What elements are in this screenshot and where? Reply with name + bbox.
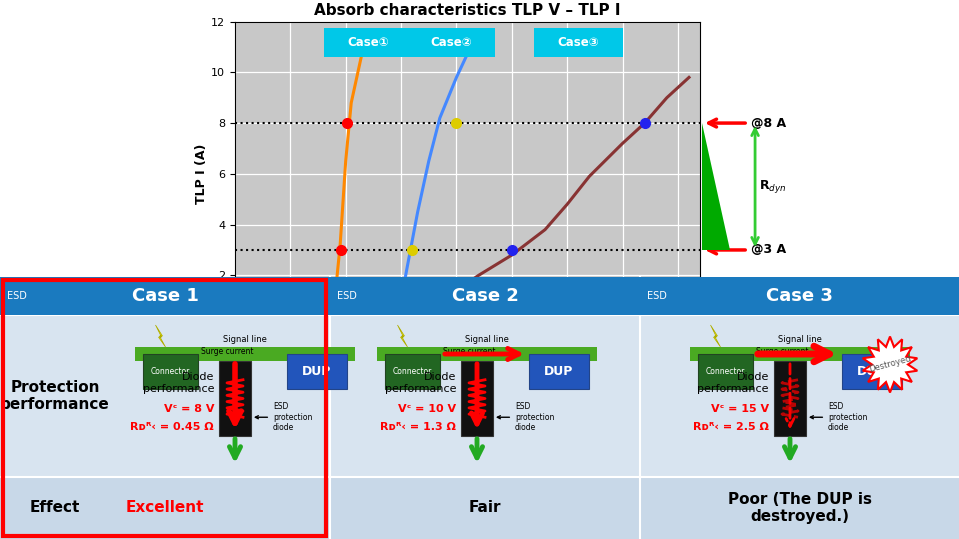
Text: Case 1: Case 1 bbox=[131, 287, 199, 305]
Text: Signal line: Signal line bbox=[465, 335, 509, 344]
Text: Rᴅᴿ‹ = 1.3 Ω: Rᴅᴿ‹ = 1.3 Ω bbox=[380, 422, 456, 432]
Bar bbox=[143, 354, 198, 389]
Bar bbox=[219, 361, 251, 436]
Text: Connector: Connector bbox=[706, 367, 745, 376]
Bar bbox=[461, 361, 493, 436]
Text: Poor (The DUP is
destroyed.): Poor (The DUP is destroyed.) bbox=[728, 492, 872, 524]
Text: ESD: ESD bbox=[337, 291, 357, 301]
Text: ESD: ESD bbox=[7, 291, 27, 301]
Bar bbox=[385, 354, 440, 389]
Bar bbox=[0, 277, 330, 315]
Text: @3 A: @3 A bbox=[751, 244, 786, 257]
X-axis label: TLP V (V): TLP V (V) bbox=[434, 351, 501, 364]
Text: Diode
performance: Diode performance bbox=[697, 372, 769, 394]
Bar bbox=[135, 347, 355, 361]
Text: ESD
protection
diode: ESD protection diode bbox=[810, 402, 867, 432]
Text: Fair: Fair bbox=[469, 501, 502, 515]
Text: Surge current: Surge current bbox=[201, 348, 253, 356]
Title: Absorb characteristics TLP V – TLP I: Absorb characteristics TLP V – TLP I bbox=[315, 3, 620, 18]
Text: DUP: DUP bbox=[857, 365, 887, 378]
Text: ESD
protection
diode: ESD protection diode bbox=[498, 402, 554, 432]
Text: Case③: Case③ bbox=[557, 36, 599, 49]
Bar bbox=[377, 347, 597, 361]
Text: @8 A: @8 A bbox=[751, 116, 786, 129]
Text: Rᴅᴿ‹ = 0.45 Ω: Rᴅᴿ‹ = 0.45 Ω bbox=[130, 422, 214, 432]
Bar bbox=[690, 347, 910, 361]
Text: Connector: Connector bbox=[151, 367, 190, 376]
Text: Case 2: Case 2 bbox=[452, 287, 519, 305]
Text: Connector: Connector bbox=[393, 367, 433, 376]
Polygon shape bbox=[397, 325, 408, 347]
Text: Signal line: Signal line bbox=[778, 335, 822, 344]
Bar bbox=[698, 354, 753, 389]
Text: Case②: Case② bbox=[430, 36, 472, 49]
Text: Excellent: Excellent bbox=[126, 501, 204, 515]
Bar bbox=[640, 277, 959, 315]
Text: ESD
protection
diode: ESD protection diode bbox=[255, 402, 313, 432]
Text: Diode
performance: Diode performance bbox=[385, 372, 456, 394]
Text: Vᶜ = 15 V: Vᶜ = 15 V bbox=[711, 404, 769, 414]
Text: Vᶜ = 8 V: Vᶜ = 8 V bbox=[163, 404, 214, 414]
Text: Effect: Effect bbox=[30, 501, 81, 515]
Polygon shape bbox=[155, 325, 166, 347]
Bar bbox=[0, 315, 959, 477]
Text: Surge current: Surge current bbox=[443, 348, 496, 356]
Text: Vᶜ = 10 V: Vᶜ = 10 V bbox=[398, 404, 456, 414]
Bar bbox=[330, 277, 640, 315]
Y-axis label: TLP I (A): TLP I (A) bbox=[196, 143, 208, 204]
Text: Case①: Case① bbox=[347, 36, 388, 49]
Polygon shape bbox=[863, 336, 918, 392]
Text: R$_{dyn}$: R$_{dyn}$ bbox=[760, 178, 786, 195]
Text: Signal line: Signal line bbox=[223, 335, 267, 344]
Text: Destroyed: Destroyed bbox=[868, 355, 912, 375]
FancyBboxPatch shape bbox=[534, 28, 622, 57]
Bar bbox=[529, 354, 589, 389]
Text: DUP: DUP bbox=[545, 365, 573, 378]
Polygon shape bbox=[702, 123, 730, 250]
Text: Rᴅᴿ‹ = 2.5 Ω: Rᴅᴿ‹ = 2.5 Ω bbox=[693, 422, 769, 432]
Text: Vc
(@1 A): Vc (@1 A) bbox=[142, 290, 184, 312]
Text: Case 3: Case 3 bbox=[766, 287, 833, 305]
Bar bbox=[774, 361, 806, 436]
Text: ESD: ESD bbox=[647, 291, 667, 301]
Bar bbox=[0, 277, 959, 539]
Text: Diode
performance: Diode performance bbox=[143, 372, 214, 394]
Text: DUP: DUP bbox=[302, 365, 332, 378]
Bar bbox=[842, 354, 902, 389]
Bar bbox=[287, 354, 347, 389]
Text: Surge current: Surge current bbox=[756, 348, 808, 356]
FancyBboxPatch shape bbox=[323, 28, 412, 57]
Polygon shape bbox=[711, 325, 720, 347]
FancyBboxPatch shape bbox=[407, 28, 495, 57]
Text: Protection
performance: Protection performance bbox=[0, 380, 110, 412]
